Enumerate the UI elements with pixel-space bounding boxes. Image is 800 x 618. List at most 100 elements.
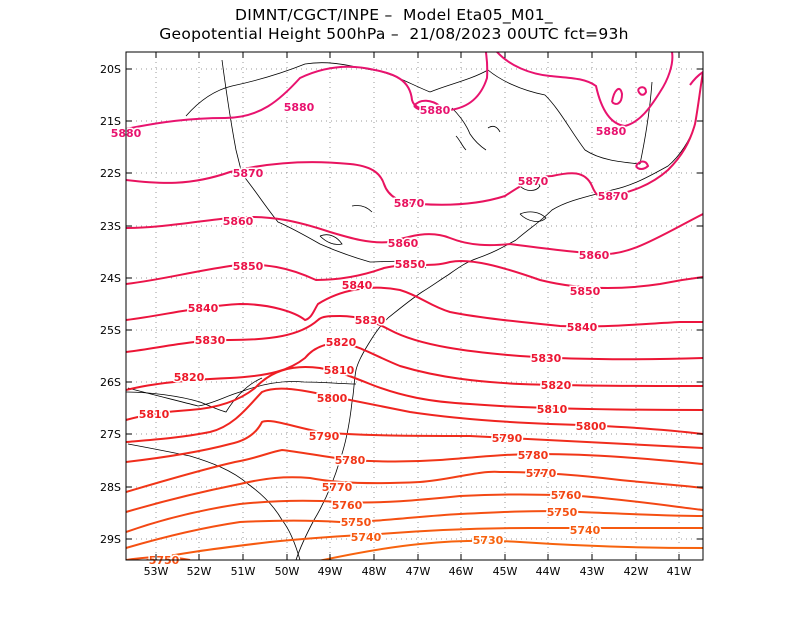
contour-label-5870: 5870 — [233, 167, 264, 180]
lat-tick-label: 29S — [100, 533, 121, 546]
coastline-northeast — [515, 71, 703, 241]
contour-label-5880: 5880 — [284, 101, 315, 114]
contour-line-5810 — [126, 366, 703, 421]
title-line-1: DIMNT/CGCT/INPE – Model Eta05_M01_ — [234, 6, 553, 24]
contour-line-5880 — [126, 52, 489, 130]
contour-label-5880: 5880 — [420, 104, 451, 117]
contour-label-5860: 5860 — [579, 249, 610, 262]
title-line-2: Geopotential Height 500hPa – 21/08/2023 … — [159, 25, 629, 43]
lat-tick-label: 21S — [100, 115, 121, 128]
contour-line-5780 — [126, 448, 703, 493]
lon-tick-label: 43W — [580, 565, 605, 578]
contour-label-5800: 5800 — [317, 392, 348, 405]
contour-label-5870: 5870 — [598, 190, 629, 203]
lon-tick-label: 44W — [536, 565, 561, 578]
contour-label-5820: 5820 — [326, 336, 357, 349]
lon-tick-label: 50W — [275, 565, 300, 578]
contour-label-5750: 5750 — [547, 506, 578, 519]
lon-tick-label: 41W — [667, 565, 692, 578]
reservoir — [319, 205, 373, 245]
contour-label-5830: 5830 — [195, 334, 226, 347]
contour-label-5760: 5760 — [551, 489, 582, 502]
lat-lon-grid — [126, 52, 703, 560]
lat-tick-label: 28S — [100, 481, 121, 494]
lat-tick-label: 26S — [100, 376, 121, 389]
contour-line-5880 — [635, 160, 650, 170]
height-contours — [126, 52, 703, 560]
state-border-sc-rs — [127, 443, 301, 560]
contour-label-5860: 5860 — [223, 215, 254, 228]
contour-label-5870: 5870 — [394, 197, 425, 210]
contour-line-5880 — [413, 99, 442, 112]
contour-label-5830: 5830 — [355, 314, 386, 327]
contour-label-5810: 5810 — [537, 403, 568, 416]
contour-label-5770: 5770 — [322, 481, 353, 494]
rivers-mg — [451, 107, 501, 151]
contour-label-5820: 5820 — [174, 371, 205, 384]
lon-tick-label: 49W — [318, 565, 343, 578]
map-frame — [125, 51, 704, 561]
coastline-borders — [126, 59, 703, 560]
state-border-pr-sc — [127, 381, 357, 407]
state-border-rj — [429, 69, 653, 165]
contour-label-5830: 5830 — [531, 352, 562, 365]
lat-tick-label: 22S — [100, 167, 121, 180]
international-border — [126, 377, 263, 413]
state-border-ms-pr — [221, 59, 243, 175]
contour-label-5840: 5840 — [342, 279, 373, 292]
lon-tick-label: 45W — [493, 565, 518, 578]
contour-label-5840: 5840 — [567, 321, 598, 334]
contour-line-5800 — [126, 387, 703, 443]
contour-label-5850: 5850 — [570, 285, 601, 298]
lat-tick-label: 25S — [100, 324, 121, 337]
contour-label-5740: 5740 — [570, 524, 601, 537]
contour-line-5770 — [126, 470, 703, 513]
contour-line-5880 — [496, 52, 674, 128]
lon-tick-label: 48W — [362, 565, 387, 578]
contour-line-5880 — [637, 86, 648, 96]
lat-tick-label: 24S — [100, 272, 121, 285]
lat-tick-label: 27S — [100, 428, 121, 441]
contour-label-5770: 5770 — [526, 467, 557, 480]
contour-label-5780: 5780 — [335, 454, 366, 467]
contour-label-5750: 5750 — [341, 516, 372, 529]
lon-tick-label: 42W — [624, 565, 649, 578]
lon-tick-label: 52W — [187, 565, 212, 578]
contour-label-5820: 5820 — [541, 379, 572, 392]
contour-label-5860: 5860 — [388, 237, 419, 250]
contour-label-5790: 5790 — [492, 432, 523, 445]
contour-label-5810: 5810 — [139, 408, 170, 421]
state-border-sp-pr — [241, 173, 427, 269]
lon-tick-label: 47W — [406, 565, 431, 578]
contour-label-5740: 5740 — [351, 531, 382, 544]
contour-line-5870 — [126, 71, 703, 206]
contour-label-5840: 5840 — [188, 302, 219, 315]
axis-tick-labels: 20S 21S 22S 23S 24S 25S 26S 27S 28S 29S 53W 52W 51W 5… — [100, 63, 692, 578]
contour-line-5860 — [126, 213, 703, 256]
contour-line-5830 — [126, 314, 703, 361]
contour-label-5870: 5870 — [518, 175, 549, 188]
lat-tick-label: 20S — [100, 63, 121, 76]
lat-tick-label: 23S — [100, 220, 121, 233]
contour-line-5750 — [126, 510, 703, 549]
lon-tick-label: 46W — [449, 565, 474, 578]
contour-line-5740 — [143, 526, 703, 560]
bay — [519, 211, 547, 222]
contour-label-5880: 5880 — [596, 125, 627, 138]
contour-line-5730 — [318, 539, 703, 560]
contour-line-5850 — [126, 259, 703, 290]
axis-ticks — [126, 52, 703, 560]
contour-line-5820 — [126, 342, 703, 391]
contour-label-5850: 5850 — [233, 260, 264, 273]
contour-line-5840 — [126, 286, 703, 328]
contour-label-5780: 5780 — [518, 449, 549, 462]
lon-tick-label: 51W — [231, 565, 256, 578]
contour-label-5790: 5790 — [309, 430, 340, 443]
contour-line-5790 — [126, 420, 703, 463]
contour-label-5800: 5800 — [576, 420, 607, 433]
contour-label-5730: 5730 — [473, 534, 504, 547]
lon-tick-label: 53W — [144, 565, 169, 578]
